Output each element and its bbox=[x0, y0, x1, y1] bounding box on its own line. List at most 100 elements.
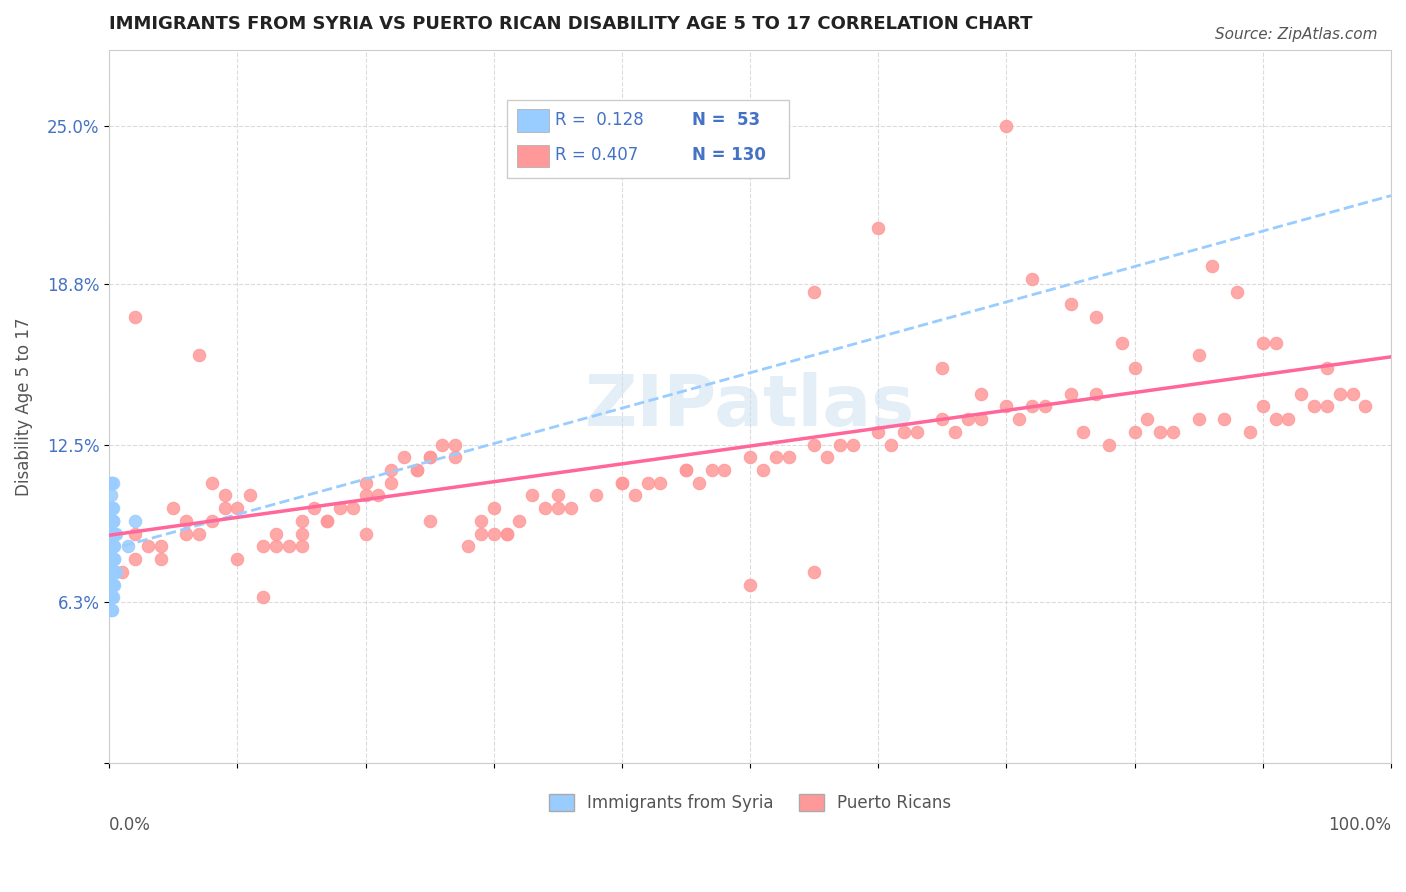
Point bbox=[174, 526, 197, 541]
Point bbox=[101, 514, 124, 528]
Point bbox=[380, 475, 402, 490]
Point bbox=[1251, 400, 1274, 414]
Point bbox=[111, 565, 134, 579]
Point bbox=[803, 285, 825, 299]
Point bbox=[277, 540, 299, 554]
Point bbox=[1264, 335, 1286, 350]
Point bbox=[868, 425, 890, 439]
Point bbox=[1098, 437, 1121, 451]
Point bbox=[101, 591, 124, 605]
Point bbox=[470, 526, 492, 541]
Point bbox=[101, 603, 124, 617]
Point bbox=[101, 577, 124, 591]
Text: R = 0.407: R = 0.407 bbox=[555, 146, 638, 164]
Point bbox=[688, 475, 710, 490]
Point bbox=[1073, 425, 1095, 439]
Point bbox=[1303, 400, 1326, 414]
Point bbox=[100, 475, 122, 490]
Text: R =  0.128: R = 0.128 bbox=[555, 111, 644, 128]
Point bbox=[354, 526, 377, 541]
FancyBboxPatch shape bbox=[517, 145, 548, 168]
Point bbox=[444, 437, 467, 451]
Point bbox=[547, 488, 569, 502]
Point bbox=[419, 450, 441, 465]
Point bbox=[1111, 335, 1133, 350]
Point bbox=[482, 526, 505, 541]
Point bbox=[367, 488, 389, 502]
Point bbox=[1251, 335, 1274, 350]
Point bbox=[1213, 412, 1236, 426]
Point bbox=[252, 540, 274, 554]
Point bbox=[444, 450, 467, 465]
Point bbox=[101, 475, 124, 490]
Point bbox=[713, 463, 735, 477]
FancyBboxPatch shape bbox=[517, 109, 548, 132]
Point bbox=[136, 540, 159, 554]
Point bbox=[1059, 297, 1081, 311]
Point bbox=[828, 437, 851, 451]
Point bbox=[117, 540, 139, 554]
Point bbox=[101, 591, 124, 605]
Point bbox=[650, 475, 672, 490]
Point bbox=[470, 514, 492, 528]
Point bbox=[100, 540, 122, 554]
Point bbox=[188, 348, 211, 362]
Point bbox=[1291, 386, 1313, 401]
Point bbox=[100, 577, 122, 591]
Point bbox=[290, 526, 312, 541]
Point bbox=[522, 488, 544, 502]
Point bbox=[803, 565, 825, 579]
Point bbox=[290, 540, 312, 554]
Point bbox=[103, 540, 125, 554]
Point bbox=[103, 565, 125, 579]
Point bbox=[700, 463, 723, 477]
Point bbox=[316, 514, 339, 528]
Point bbox=[226, 501, 249, 516]
Point bbox=[419, 450, 441, 465]
Point bbox=[803, 437, 825, 451]
Point bbox=[100, 501, 122, 516]
Point bbox=[1316, 400, 1339, 414]
Point bbox=[995, 120, 1018, 134]
Point bbox=[101, 501, 124, 516]
Point bbox=[931, 361, 953, 376]
Point bbox=[419, 514, 441, 528]
Point bbox=[752, 463, 775, 477]
Point bbox=[124, 526, 146, 541]
Point bbox=[101, 501, 124, 516]
Point bbox=[778, 450, 800, 465]
Point bbox=[610, 475, 633, 490]
Point bbox=[149, 552, 172, 566]
Point bbox=[585, 488, 607, 502]
Point bbox=[304, 501, 326, 516]
Point bbox=[239, 488, 262, 502]
Point bbox=[868, 221, 890, 235]
Text: IMMIGRANTS FROM SYRIA VS PUERTO RICAN DISABILITY AGE 5 TO 17 CORRELATION CHART: IMMIGRANTS FROM SYRIA VS PUERTO RICAN DI… bbox=[110, 15, 1033, 33]
Point bbox=[1201, 260, 1223, 274]
Point bbox=[103, 565, 125, 579]
Point bbox=[101, 552, 124, 566]
Point bbox=[1226, 285, 1249, 299]
Point bbox=[101, 514, 124, 528]
Point bbox=[201, 475, 224, 490]
Text: 0.0%: 0.0% bbox=[110, 816, 150, 834]
Point bbox=[1239, 425, 1261, 439]
Point bbox=[1085, 310, 1108, 325]
Point bbox=[637, 475, 659, 490]
Text: ZIPatlas: ZIPatlas bbox=[585, 372, 915, 441]
Point bbox=[740, 577, 762, 591]
Point bbox=[100, 475, 122, 490]
Point bbox=[495, 526, 517, 541]
Point bbox=[905, 425, 928, 439]
Point bbox=[432, 437, 454, 451]
Point bbox=[101, 526, 124, 541]
Point bbox=[101, 577, 124, 591]
Point bbox=[101, 540, 124, 554]
Point bbox=[103, 526, 125, 541]
Point bbox=[101, 514, 124, 528]
Point bbox=[101, 552, 124, 566]
Point bbox=[100, 514, 122, 528]
Point bbox=[316, 514, 339, 528]
Point bbox=[124, 514, 146, 528]
Point bbox=[124, 310, 146, 325]
